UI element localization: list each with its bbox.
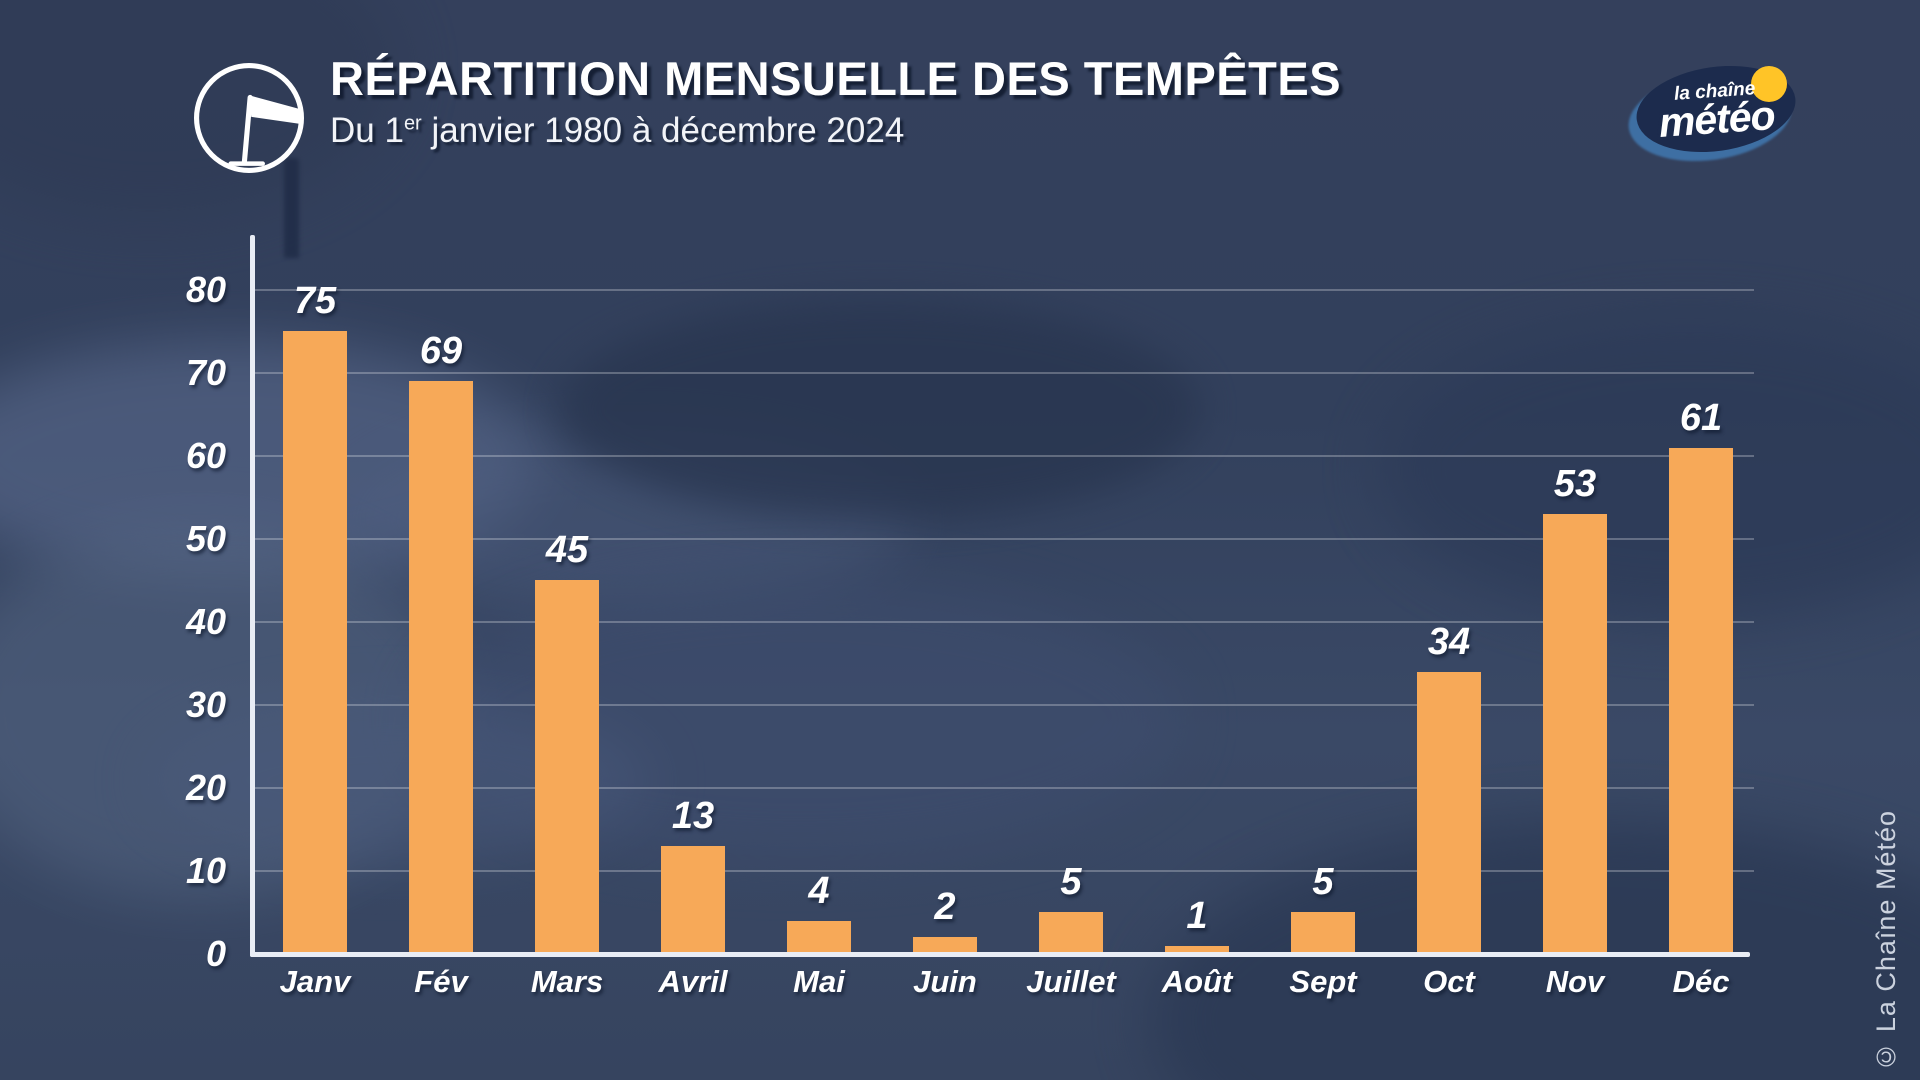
gridline-30 — [254, 704, 1754, 706]
y-tick-label-20: 20 — [185, 767, 226, 808]
gridline-60 — [254, 455, 1754, 457]
bar-Juillet — [1039, 912, 1103, 954]
y-axis-line — [250, 235, 255, 957]
x-tick-label-Juin: Juin — [913, 964, 977, 999]
gridline-80 — [254, 289, 1754, 291]
lighthouse-silhouette — [284, 158, 299, 258]
bar-value-Août: 1 — [1186, 895, 1208, 937]
subtitle: Du 1er janvier 1980 à décembre 2024 — [330, 111, 1341, 151]
bar-Oct — [1417, 672, 1481, 954]
y-tick-label-40: 40 — [185, 601, 226, 642]
x-axis-labels: Janv Fév Mars Avril Mai Juin Juillet Août Sept Oc… — [254, 964, 1754, 1004]
gridline-50 — [254, 538, 1754, 540]
bar-Mars — [535, 580, 599, 954]
x-tick-label-Mai: Mai — [793, 964, 845, 999]
bar-value-Mars: 45 — [545, 529, 589, 571]
x-tick-label-Fév: Fév — [414, 964, 468, 999]
bar-value-Juillet: 5 — [1060, 861, 1082, 903]
background-headland-right — [1380, 320, 1920, 620]
bar-Fév — [409, 381, 473, 954]
page-title: RÉPARTITION MENSUELLE DES TEMPÊTES — [330, 52, 1342, 105]
y-tick-label-30: 30 — [185, 684, 226, 725]
header-titles: RÉPARTITION MENSUELLE DES TEMPÊTES Du 1e… — [330, 54, 1341, 151]
plot-area: 75 69 45 13 4 2 5 1 5 34 53 61 — [254, 280, 1754, 954]
x-axis-line — [250, 952, 1750, 957]
y-tick-label-10: 10 — [185, 850, 226, 891]
y-tick-label-70: 70 — [185, 352, 226, 393]
y-tick-label-50: 50 — [185, 518, 226, 559]
x-tick-label-Déc: Déc — [1672, 964, 1730, 999]
logo-text: la chaîne météo — [1634, 76, 1798, 146]
x-tick-label-Mars: Mars — [530, 964, 604, 999]
x-tick-label-Janv: Janv — [279, 964, 351, 999]
y-tick-label-60: 60 — [185, 435, 226, 476]
bar-value-Oct: 34 — [1427, 621, 1471, 663]
x-tick-label-Avril: Avril — [658, 964, 728, 999]
subtitle-prefix: Du 1 — [330, 111, 404, 151]
logo-line2: météo — [1657, 91, 1776, 146]
x-tick-label-Oct: Oct — [1423, 964, 1475, 999]
x-tick-label-Sept: Sept — [1289, 964, 1357, 999]
bar-value-Avril: 13 — [671, 795, 715, 837]
bar-Mai — [787, 921, 851, 954]
bar-Août — [1165, 946, 1229, 954]
background-headland — [560, 300, 1200, 520]
bar-value-Déc: 61 — [1679, 397, 1723, 439]
bar-Déc — [1669, 448, 1733, 954]
bar-value-Mai: 4 — [808, 870, 830, 912]
copyright-watermark: © La Chaîne Météo — [1871, 810, 1901, 1072]
x-tick-label-Nov: Nov — [1545, 964, 1605, 999]
x-tick-label-Août: Août — [1161, 964, 1233, 999]
bar-value-Nov: 53 — [1553, 463, 1597, 505]
gridline-40 — [254, 621, 1754, 623]
bar-Nov — [1543, 514, 1607, 954]
gridline-10 — [254, 870, 1754, 872]
sun-icon — [1751, 66, 1787, 102]
windsock-icon — [192, 61, 306, 175]
gridline-70 — [254, 372, 1754, 374]
gridline-20 — [254, 787, 1754, 789]
bar-Sept — [1291, 912, 1355, 954]
bar-value-Fév: 69 — [419, 330, 463, 372]
x-tick-label-Juillet: Juillet — [1026, 964, 1116, 999]
subtitle-suffix: janvier 1980 à décembre 2024 — [421, 111, 905, 151]
la-chaine-meteo-logo: la chaîne météo — [1622, 56, 1828, 180]
bar-Juin — [913, 937, 977, 954]
bar-value-Sept: 5 — [1312, 861, 1334, 903]
y-axis-labels: 0 10 20 30 40 50 60 70 80 — [110, 269, 240, 974]
y-tick-label-0: 0 — [205, 933, 226, 974]
bar-Avril — [661, 846, 725, 954]
bar-value-Juin: 2 — [934, 886, 956, 928]
y-tick-label-80: 80 — [185, 269, 226, 310]
bar-Janv — [283, 331, 347, 954]
bar-value-Janv: 75 — [293, 280, 337, 322]
subtitle-superscript: er — [403, 112, 422, 135]
